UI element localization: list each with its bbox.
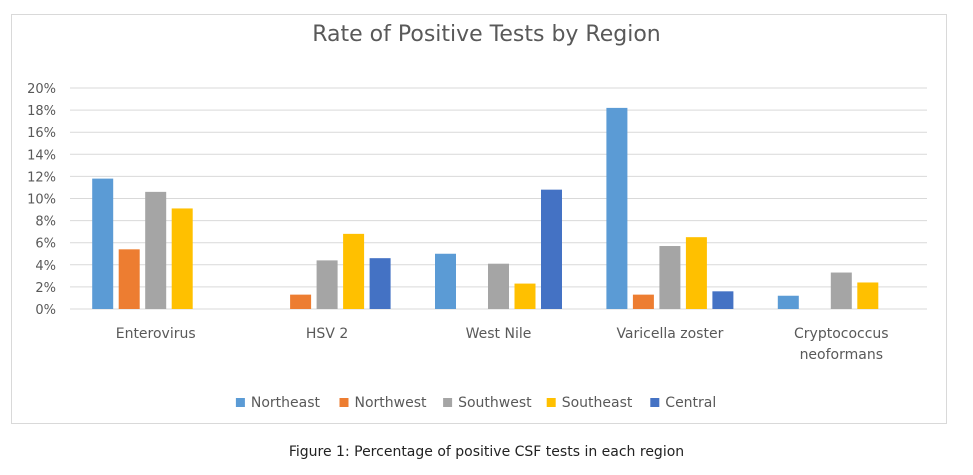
bar-southwest <box>316 260 338 309</box>
y-tick-label: 2% <box>35 281 56 296</box>
y-tick-label: 20% <box>27 82 56 97</box>
legend-swatch <box>235 398 245 407</box>
legend-swatch <box>339 398 349 407</box>
category-label: HSV 2 <box>306 326 348 342</box>
legend: Northeast Northwest Southwest Southeast Cent… <box>235 395 716 411</box>
bar-southeast <box>685 237 707 309</box>
legend-label: Northeast <box>251 395 321 411</box>
category-labels: Enterovirus HSV 2 West Nile Varicella zoste… <box>116 326 889 363</box>
legend-swatch <box>443 398 453 407</box>
bar-northeast <box>92 178 114 309</box>
legend-item-central: Central <box>650 395 716 411</box>
y-tick-label: 4% <box>35 259 56 274</box>
category-label: Varicella zoster <box>616 326 723 342</box>
legend-label: Southwest <box>458 395 532 411</box>
legend-swatch <box>650 398 660 407</box>
bar-southwest <box>659 246 681 309</box>
legend-label: Southeast <box>562 395 633 411</box>
chart-frame <box>11 14 947 424</box>
y-tick-label: 12% <box>27 170 56 185</box>
category-label: Cryptococcus neoformans <box>794 326 889 363</box>
y-tick-label: 8% <box>35 215 56 230</box>
bar-northeast <box>435 253 456 309</box>
bar-central <box>369 258 391 309</box>
y-tick-label: 10% <box>27 193 56 208</box>
chart-title: Rate of Positive Tests by Region <box>312 22 661 47</box>
gridlines <box>70 87 927 310</box>
bar-central <box>712 291 734 309</box>
bar-southeast <box>343 233 365 309</box>
bar-northeast <box>777 295 799 309</box>
legend-item-northeast: Northeast <box>235 395 321 411</box>
y-tick-label: 18% <box>27 104 56 119</box>
legend-item-southeast: Southeast <box>546 395 633 411</box>
category-label: Enterovirus <box>116 326 196 342</box>
bar-central <box>541 189 562 309</box>
legend-item-northwest: Northwest <box>339 395 428 411</box>
legend-swatch <box>546 398 556 407</box>
legend-item-southwest: Southwest <box>443 395 532 411</box>
bar-southwest <box>488 263 509 309</box>
bar-northwest <box>118 249 140 309</box>
bar-northwest <box>290 294 312 309</box>
bar-southwest <box>145 191 167 309</box>
y-tick-label: 16% <box>27 126 56 141</box>
figure-caption: Figure 1: Percentage of positive CSF tes… <box>288 444 685 460</box>
bar-southwest <box>830 272 852 309</box>
y-tick-label: 0% <box>35 303 56 318</box>
y-tick-label: 14% <box>27 148 56 163</box>
bar-northeast <box>606 107 628 309</box>
bar-southeast <box>857 282 879 309</box>
legend-label: Northwest <box>355 395 428 411</box>
y-axis-ticks: 0% 2% 4% 6% 8% 10% 12% 14% 16% 18% 20% <box>27 82 56 318</box>
bars <box>92 107 879 309</box>
bar-southeast <box>171 208 193 309</box>
legend-label: Central <box>665 395 716 411</box>
bar-northwest <box>632 294 654 309</box>
y-tick-label: 6% <box>35 237 56 252</box>
category-label: West Nile <box>466 326 532 342</box>
bar-southeast <box>514 283 536 309</box>
